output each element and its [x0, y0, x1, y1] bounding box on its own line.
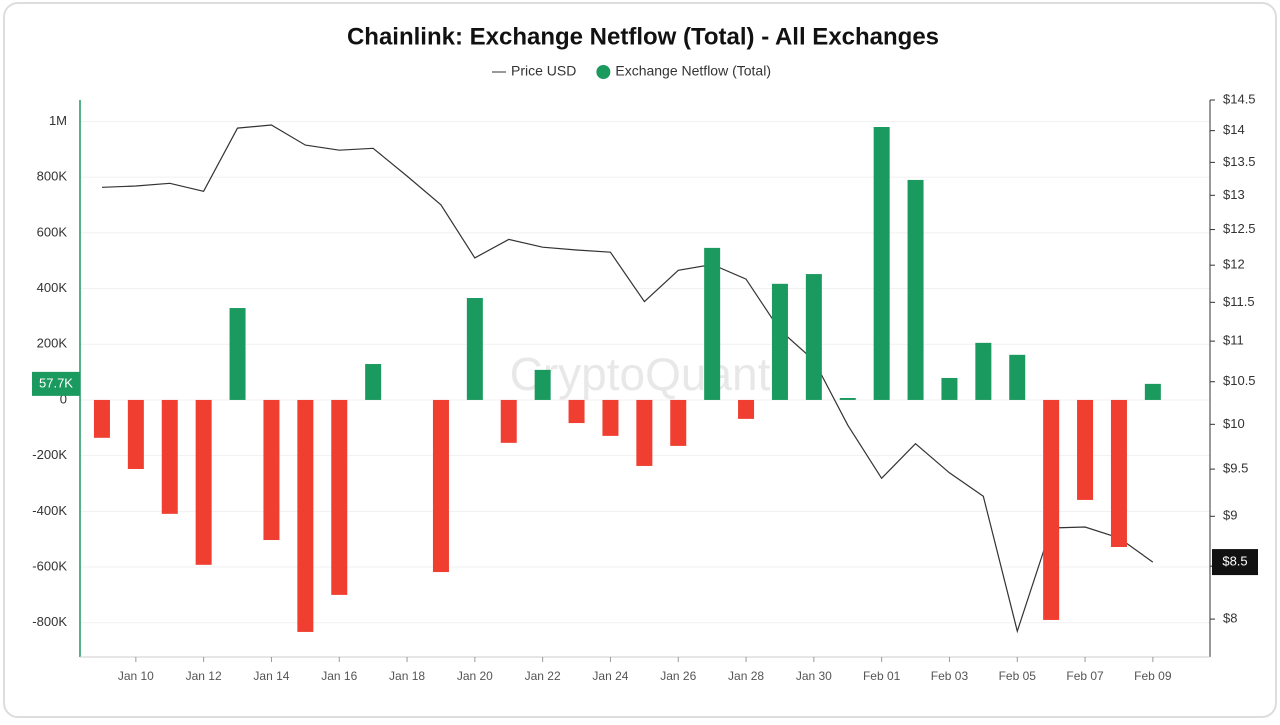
bar: [975, 342, 992, 400]
y-tick-label: -400K: [32, 503, 67, 518]
x-tick-label: Feb 05: [999, 669, 1037, 683]
x-tick-label: Jan 28: [728, 669, 764, 683]
y2-tick-label: $11: [1223, 333, 1244, 348]
x-tick-label: Jan 10: [118, 669, 154, 683]
x-tick-label: Jan 30: [796, 669, 832, 683]
bar: [738, 399, 755, 419]
x-tick-label: Jan 14: [253, 669, 289, 683]
bar: [1009, 354, 1026, 400]
y2-tick-label: $9.5: [1223, 461, 1248, 476]
price-badge: [1212, 549, 1258, 576]
y2-tick-label: $14.5: [1223, 91, 1256, 106]
legend-label: Exchange Netflow (Total): [615, 63, 771, 79]
netflow-badge: [32, 371, 80, 396]
y2-tick-label: $9: [1223, 508, 1237, 523]
x-tick-label: Jan 12: [186, 669, 222, 683]
y2-tick-label: $14: [1223, 122, 1245, 137]
y-tick-label: -200K: [32, 447, 67, 462]
bar: [941, 377, 958, 400]
y-tick-label: -600K: [32, 558, 67, 573]
bar: [670, 399, 687, 446]
bar: [127, 399, 144, 470]
bar: [466, 298, 483, 400]
y2-tick-label: $10.5: [1223, 373, 1256, 388]
bar: [771, 283, 788, 400]
bar: [195, 399, 212, 565]
bar: [1043, 399, 1060, 620]
bar: [1110, 399, 1127, 547]
bar: [500, 399, 517, 443]
card: [3, 2, 1277, 718]
y-tick-label: 800K: [37, 169, 68, 184]
x-tick-label: Jan 20: [457, 669, 493, 683]
bar: [873, 127, 890, 400]
x-tick-label: Jan 22: [525, 669, 561, 683]
bar: [805, 274, 822, 400]
y-tick-label: 200K: [37, 336, 68, 351]
bar: [229, 308, 246, 400]
bar: [1077, 399, 1094, 500]
bar: [907, 179, 924, 400]
legend-dot: [596, 65, 611, 79]
bar: [534, 369, 551, 400]
y-tick-label: 1M: [49, 113, 67, 128]
price-line: [101, 124, 1154, 634]
x-tick-label: Jan 24: [592, 669, 628, 683]
bar: [263, 399, 280, 541]
x-tick-label: Jan 18: [389, 669, 425, 683]
y-tick-label: 400K: [37, 280, 68, 295]
y-tick-label: -800K: [32, 614, 67, 629]
bar: [636, 399, 653, 466]
bar: [839, 397, 856, 400]
bar: [432, 399, 449, 573]
y2-tick-label: $13: [1223, 187, 1245, 202]
bar: [568, 399, 585, 424]
x-tick-label: Jan 26: [660, 669, 696, 683]
watermark: CryptoQuant: [510, 348, 771, 400]
bar: [704, 247, 721, 400]
y2-tick-label: $12.5: [1223, 221, 1256, 236]
bar: [365, 364, 382, 400]
y2-tick-label: $8: [1223, 611, 1237, 626]
bar: [297, 399, 314, 632]
bar: [93, 399, 110, 438]
x-tick-label: Feb 01: [863, 669, 901, 683]
y2-tick-label: $13.5: [1223, 154, 1256, 169]
y2-tick-label: $12: [1223, 257, 1245, 272]
y2-tick-label: $11.5: [1223, 294, 1255, 309]
legend-label: Price USD: [511, 63, 576, 79]
x-tick-label: Feb 07: [1066, 669, 1104, 683]
netflow-badge-label: 57.7K: [39, 375, 73, 390]
bar: [161, 399, 178, 514]
bar: [602, 399, 619, 436]
y-tick-label: 0: [60, 391, 67, 406]
x-tick-label: Jan 16: [321, 669, 357, 683]
x-tick-label: Feb 03: [931, 669, 969, 683]
x-tick-label: Feb 09: [1134, 669, 1172, 683]
y-tick-label: 600K: [37, 224, 68, 239]
bar: [331, 399, 348, 595]
price-badge-label: $8.5: [1222, 554, 1247, 569]
chart-title: Chainlink: Exchange Netflow (Total) - Al…: [347, 23, 939, 50]
y2-tick-label: $10: [1223, 416, 1245, 431]
bar: [1144, 383, 1161, 400]
